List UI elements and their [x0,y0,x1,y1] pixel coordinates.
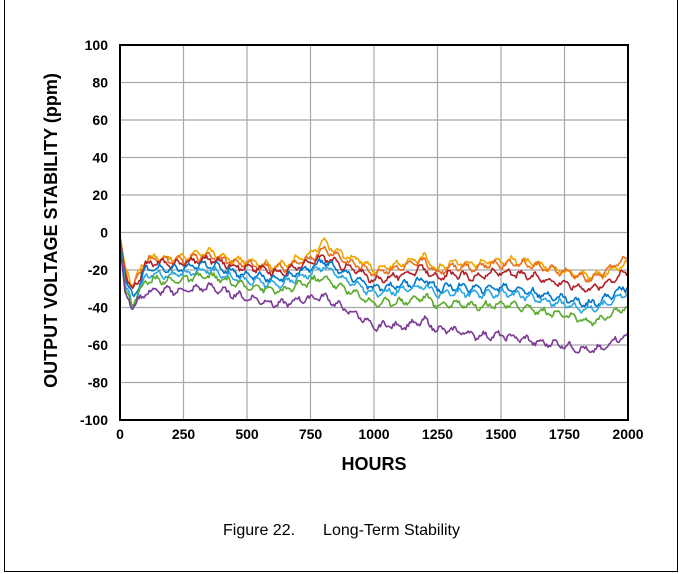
figure-frame [4,0,678,572]
x-tick-label: 1250 [422,426,453,442]
series-line-4 [119,237,629,308]
plot-frame [119,44,629,421]
y-tick-labels: 100 80 60 40 20 0 -20 -40 -60 -80 -100 [80,37,108,428]
y-tick-label: 0 [100,225,108,241]
x-tick-label: 250 [172,426,196,442]
y-tick-label: -60 [88,337,108,353]
series-layer [119,236,629,354]
x-tick-label: 0 [116,426,124,442]
figure-caption: Figure 22. Long-Term Stability [0,522,683,540]
figure-title: Long-Term Stability [323,522,460,539]
y-tick-label: 100 [85,37,109,53]
series-line-3 [119,237,629,293]
series-line-2 [119,236,629,288]
series-line-5 [119,239,629,314]
figure-label: Figure 22. [223,522,296,539]
x-tick-label: 750 [299,426,323,442]
y-tick-label: 40 [92,150,108,166]
y-tick-label: 20 [92,187,108,203]
series-line-6 [119,241,629,327]
y-tick-label: 60 [92,112,108,128]
x-tick-label: 1750 [549,426,580,442]
series-line-7 [119,243,629,354]
y-tick-label: -20 [88,262,108,278]
y-tick-label: -80 [88,375,108,391]
y-tick-label: -100 [80,412,108,428]
y-tick-label: -40 [88,300,108,316]
x-tick-labels: 0 250 500 750 1000 1250 1500 1750 2000 [116,426,644,442]
grid-layer [120,45,628,420]
x-tick-label: 2000 [612,426,643,442]
y-tick-label: 80 [92,75,108,91]
x-axis-title: HOURS [341,454,406,474]
x-tick-label: 500 [235,426,259,442]
y-axis-title: OUTPUT VOLTAGE STABILITY (ppm) [41,73,61,388]
x-tick-label: 1500 [485,426,516,442]
x-tick-label: 1000 [358,426,389,442]
